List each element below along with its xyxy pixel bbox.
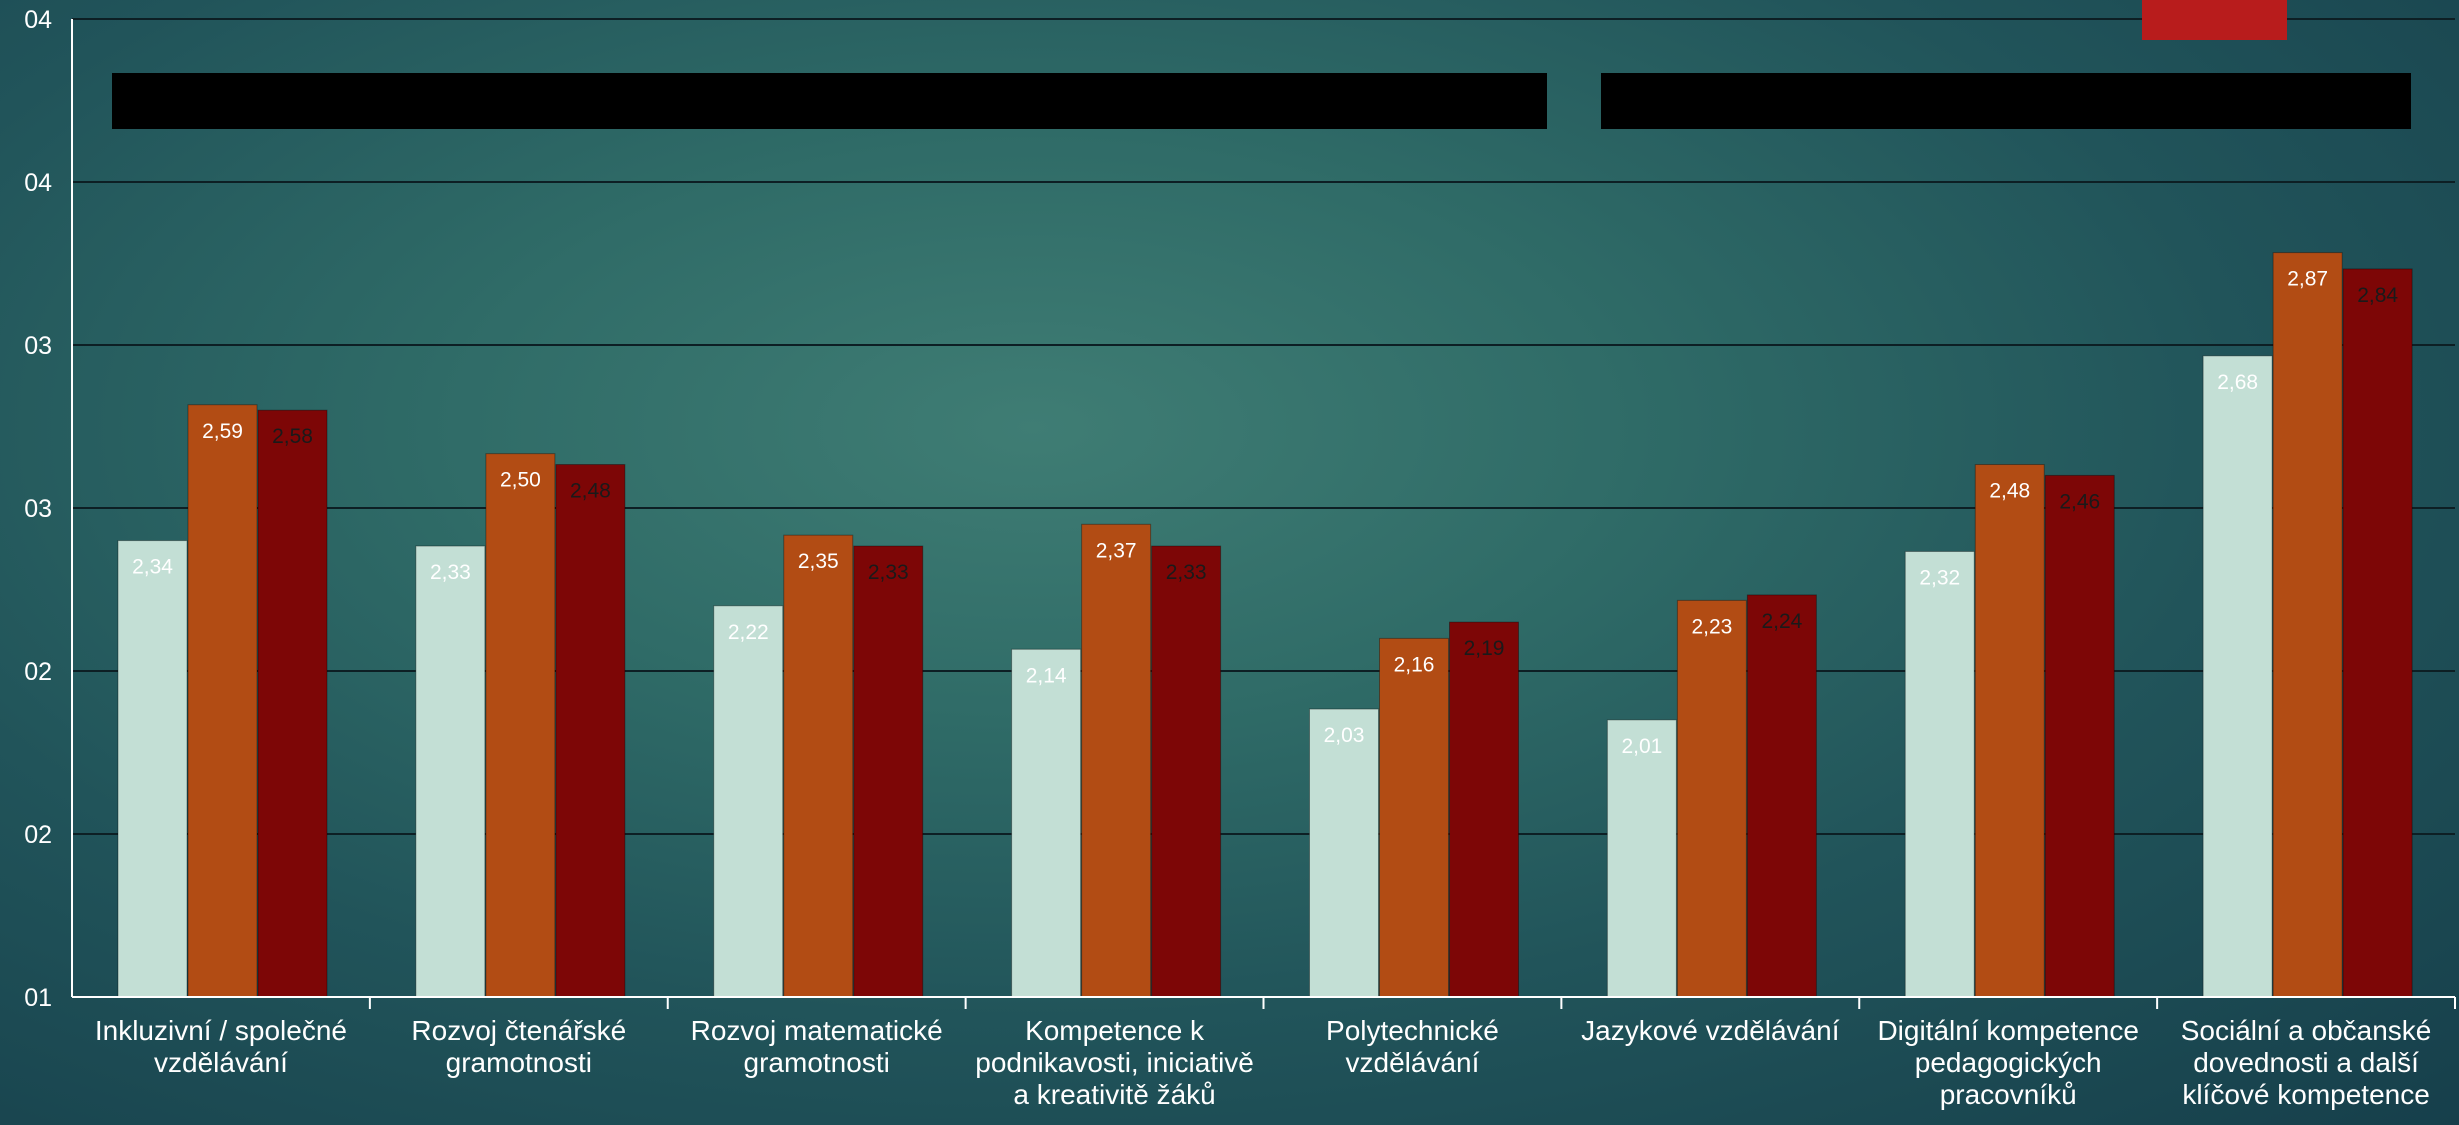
y-tick-label: 02	[24, 821, 52, 849]
y-tick-label: 03	[24, 332, 52, 360]
bar	[1449, 621, 1519, 998]
category-label-line: Digitální kompetence	[1877, 1015, 2138, 1046]
y-tick-label: 02	[24, 658, 52, 686]
bars	[117, 252, 2413, 998]
category-label: Digitální kompetence pedagogických pracovn…	[1877, 1015, 2138, 1110]
data-label: 2,87	[2287, 268, 2328, 291]
category-label: Inkluzivní / společné vzdělávání	[95, 1015, 347, 1078]
y-tick-label: 01	[24, 984, 52, 1012]
redacted-legend-block-right	[1601, 73, 2411, 129]
category-label-line: gramotnosti	[744, 1047, 890, 1078]
y-tick-label: 04	[24, 6, 52, 34]
data-label: 2,34	[132, 556, 173, 579]
x-axis	[71, 19, 2456, 1009]
category-label-line: vzdělávání	[154, 1047, 288, 1078]
category-label: Jazykové vzdělávání	[1581, 1015, 1840, 1046]
data-label: 2,58	[272, 425, 313, 448]
category-label-line: Sociální a občanské	[2181, 1015, 2432, 1046]
data-label: 2,48	[1989, 480, 2030, 503]
data-label: 2,33	[1166, 561, 1207, 584]
data-label: 2,33	[430, 561, 471, 584]
y-tick-label: 03	[24, 495, 52, 523]
bar	[117, 540, 188, 998]
bar	[1081, 523, 1152, 998]
category-label-line: Polytechnické	[1326, 1015, 1499, 1046]
bar	[415, 545, 486, 998]
data-label: 2,24	[1761, 610, 1802, 633]
data-label: 2,68	[2217, 371, 2258, 394]
bar	[485, 453, 556, 998]
category-label-line: Rozvoj matematické	[691, 1015, 943, 1046]
bar	[713, 605, 784, 998]
category-label-line: Inkluzivní / společné	[95, 1015, 347, 1046]
redacted-legend-block-left	[112, 73, 1547, 129]
category-label-line: klíčové kompetence	[2182, 1079, 2429, 1110]
category-label-line: Rozvoj čtenářské	[411, 1015, 626, 1046]
data-labels: 2,34 2,59 2,58 2,33 2,50 2,48 2,22 2,35 2,33 2,14…	[132, 268, 2398, 758]
data-label: 2,23	[1691, 615, 1732, 638]
data-label: 2,48	[570, 480, 611, 503]
bar	[555, 464, 626, 998]
category-label-line: dovednosti a další	[2193, 1047, 2419, 1078]
y-axis-tick-labels: 01 02 02 03 03 04 04	[24, 6, 52, 1012]
category-label: Polytechnické vzdělávání	[1326, 1015, 1499, 1078]
bar	[187, 404, 258, 998]
bar	[1379, 637, 1449, 998]
bar	[2202, 355, 2273, 998]
bar	[1309, 708, 1379, 998]
bar	[1011, 648, 1082, 998]
bar	[1904, 550, 1975, 998]
bar	[1746, 594, 1817, 998]
bar	[783, 534, 854, 998]
bar	[1151, 545, 1222, 998]
data-label: 2,37	[1096, 539, 1137, 562]
category-label-line: podnikavosti, iniciativě	[975, 1047, 1254, 1078]
y-tick-label: 04	[24, 169, 52, 197]
data-label: 2,84	[2357, 284, 2398, 307]
data-label: 2,19	[1464, 637, 1505, 660]
category-label: Rozvoj čtenářské gramotnosti	[411, 1015, 626, 1078]
category-label-line: pedagogických	[1915, 1047, 2102, 1078]
data-label: 2,35	[798, 550, 839, 573]
data-label: 2,32	[1919, 566, 1960, 589]
bar	[2272, 252, 2343, 998]
bar	[257, 409, 328, 998]
bar	[2044, 474, 2115, 998]
category-label-line: gramotnosti	[446, 1047, 592, 1078]
data-label: 2,01	[1621, 735, 1662, 758]
legend-color-marker	[2142, 0, 2287, 40]
category-label: Rozvoj matematické gramotnosti	[691, 1015, 943, 1078]
data-label: 2,03	[1324, 724, 1365, 747]
category-label-line: vzdělávání	[1346, 1047, 1480, 1078]
bar	[1676, 599, 1747, 998]
data-label: 2,50	[500, 469, 541, 492]
bar	[853, 545, 924, 998]
bar	[2342, 268, 2413, 998]
category-label-line: a kreativitě žáků	[1013, 1079, 1215, 1110]
category-label-line: Kompetence k	[1025, 1015, 1205, 1046]
data-label: 2,14	[1026, 664, 1067, 687]
bar	[1606, 719, 1677, 998]
data-label: 2,33	[868, 561, 909, 584]
category-label: Kompetence k podnikavosti, iniciativě a kr…	[975, 1015, 1254, 1110]
data-label: 2,22	[728, 621, 769, 644]
data-label: 2,16	[1394, 653, 1435, 676]
category-label-line: Jazykové vzdělávání	[1581, 1015, 1840, 1046]
category-label: Sociální a občanské dovednosti a další klí…	[2181, 1015, 2432, 1110]
bar	[1974, 464, 2045, 998]
data-label: 2,46	[2059, 490, 2100, 513]
data-label: 2,59	[202, 420, 243, 443]
category-label-line: pracovníků	[1940, 1079, 2077, 1110]
